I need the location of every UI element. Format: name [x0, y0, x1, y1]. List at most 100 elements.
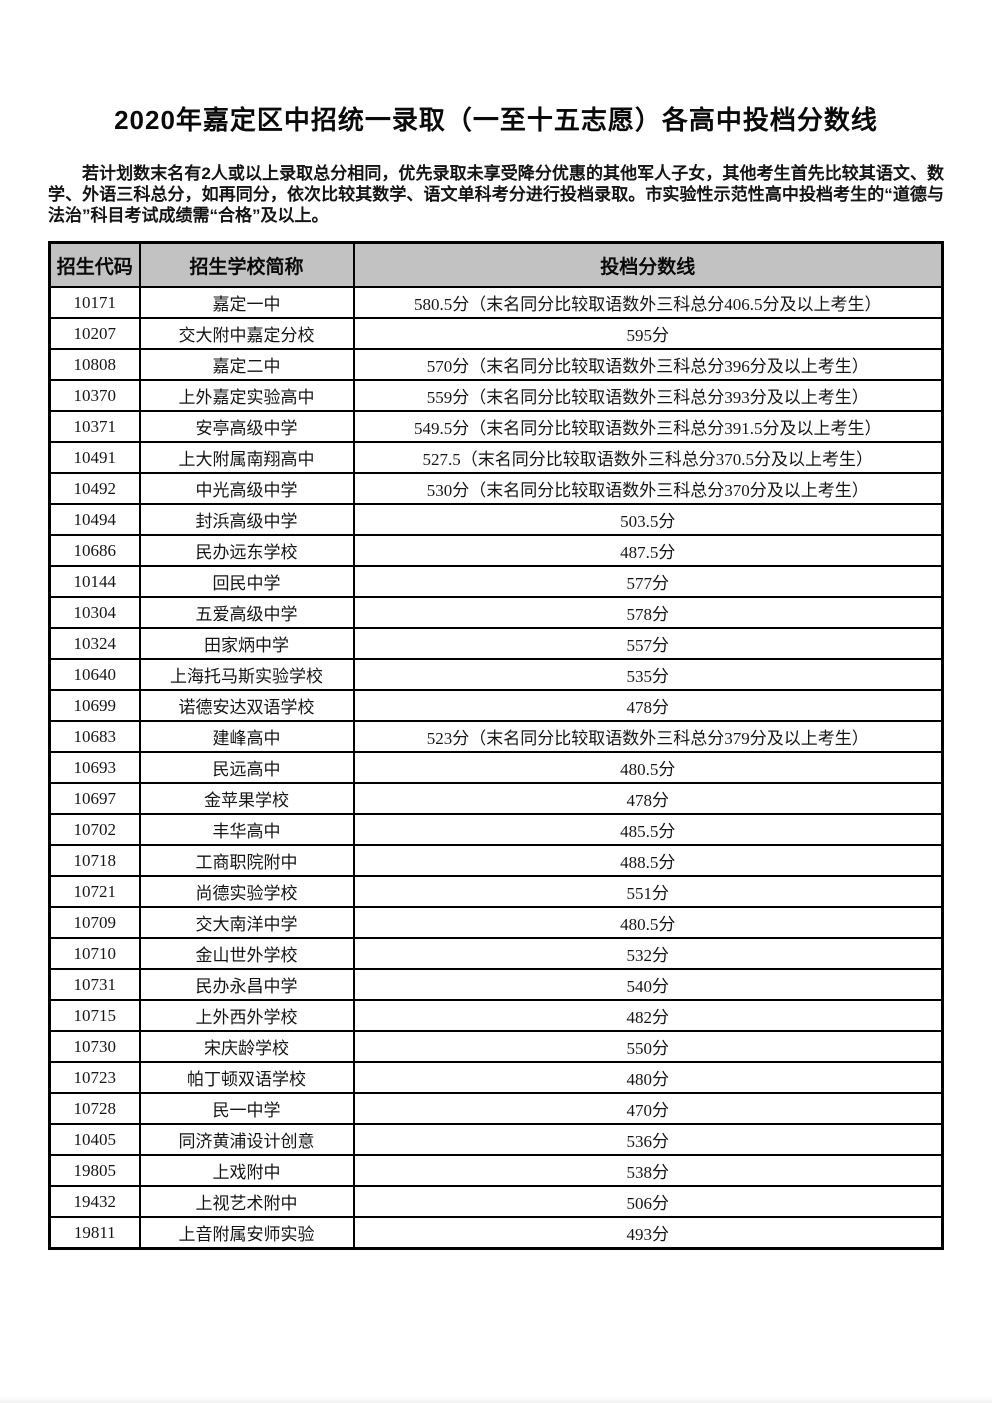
cell-score: 557分	[352, 627, 944, 660]
cell-score: 493分	[352, 1216, 944, 1250]
cell-code: 10699	[48, 689, 141, 722]
cell-code: 10718	[48, 844, 141, 877]
cell-code: 10683	[48, 720, 141, 753]
cell-score: 470分	[352, 1092, 944, 1125]
cell-code: 10171	[48, 286, 141, 319]
score-table: 招生代码 招生学校简称 投档分数线 10171 嘉定一中 580.5分（末名同分…	[48, 241, 944, 1250]
cell-score: 536分	[352, 1123, 944, 1156]
cell-score: 578分	[352, 596, 944, 629]
cell-score: 488.5分	[352, 844, 944, 877]
table-row: 10171 嘉定一中 580.5分（末名同分比较取语数外三科总分406.5分及以…	[48, 286, 944, 319]
cell-code: 10686	[48, 534, 141, 567]
cell-school: 交大南洋中学	[138, 906, 355, 939]
table-row: 10304 五爱高级中学 578分	[48, 596, 944, 629]
cell-school: 丰华高中	[138, 813, 355, 846]
cell-code: 19432	[48, 1185, 141, 1218]
cell-code: 10721	[48, 875, 141, 908]
table-row: 10721 尚德实验学校 551分	[48, 875, 944, 908]
cell-score: 482分	[352, 999, 944, 1032]
cell-score: 538分	[352, 1154, 944, 1187]
table-row: 10640 上海托马斯实验学校 535分	[48, 658, 944, 691]
cell-score: 485.5分	[352, 813, 944, 846]
table-row: 10494 封浜高级中学 503.5分	[48, 503, 944, 536]
cell-school: 金山世外学校	[138, 937, 355, 970]
cell-school: 五爱高级中学	[138, 596, 355, 629]
cell-school: 民远高中	[138, 751, 355, 784]
table-row: 10683 建峰高中 523分（末名同分比较取语数外三科总分379分及以上考生）	[48, 720, 944, 753]
table-row: 10693 民远高中 480.5分	[48, 751, 944, 784]
table-row: 10699 诺德安达双语学校 478分	[48, 689, 944, 722]
table-row: 19811 上音附属安师实验 493分	[48, 1216, 944, 1250]
cell-score: 487.5分	[352, 534, 944, 567]
cell-code: 10405	[48, 1123, 141, 1156]
cell-school: 上视艺术附中	[138, 1185, 355, 1218]
cell-score: 535分	[352, 658, 944, 691]
cell-code: 10370	[48, 379, 141, 412]
table-row: 10491 上大附属南翔高中 527.5（末名同分比较取语数外三科总分370.5…	[48, 441, 944, 474]
cell-score: 480.5分	[352, 906, 944, 939]
table-row: 10371 安亭高级中学 549.5分（末名同分比较取语数外三科总分391.5分…	[48, 410, 944, 443]
cell-score: 595分	[352, 317, 944, 350]
cell-school: 嘉定一中	[138, 286, 355, 319]
table-row: 10324 田家炳中学 557分	[48, 627, 944, 660]
table-row: 10702 丰华高中 485.5分	[48, 813, 944, 846]
cell-score: 478分	[352, 689, 944, 722]
cell-score: 577分	[352, 565, 944, 598]
cell-score: 478分	[352, 782, 944, 815]
cell-code: 10207	[48, 317, 141, 350]
cell-code: 10730	[48, 1030, 141, 1063]
table-row: 10405 同济黄浦设计创意 536分	[48, 1123, 944, 1156]
table-row: 10697 金苹果学校 478分	[48, 782, 944, 815]
cell-school: 宋庆龄学校	[138, 1030, 355, 1063]
cell-school: 上外嘉定实验高中	[138, 379, 355, 412]
cell-score: 480.5分	[352, 751, 944, 784]
cell-code: 10492	[48, 472, 141, 505]
cell-score: 506分	[352, 1185, 944, 1218]
cell-school: 民办永昌中学	[138, 968, 355, 1001]
cell-school: 建峰高中	[138, 720, 355, 753]
cell-code: 10697	[48, 782, 141, 815]
cell-school: 交大附中嘉定分校	[138, 317, 355, 350]
table-row: 19432 上视艺术附中 506分	[48, 1185, 944, 1218]
table-row: 10710 金山世外学校 532分	[48, 937, 944, 970]
cell-school: 尚德实验学校	[138, 875, 355, 908]
cell-score: 480分	[352, 1061, 944, 1094]
cell-code: 10731	[48, 968, 141, 1001]
table-row: 10207 交大附中嘉定分校 595分	[48, 317, 944, 350]
cell-school: 安亭高级中学	[138, 410, 355, 443]
cell-code: 10723	[48, 1061, 141, 1094]
cell-school: 封浜高级中学	[138, 503, 355, 536]
page-edge-shade	[0, 1396, 992, 1403]
table-row: 10370 上外嘉定实验高中 559分（末名同分比较取语数外三科总分393分及以…	[48, 379, 944, 412]
table-row: 10808 嘉定二中 570分（末名同分比较取语数外三科总分396分及以上考生）	[48, 348, 944, 381]
cell-school: 上大附属南翔高中	[138, 441, 355, 474]
cell-school: 田家炳中学	[138, 627, 355, 660]
cell-code: 10144	[48, 565, 141, 598]
cell-code: 10709	[48, 906, 141, 939]
cell-code: 10304	[48, 596, 141, 629]
table-row: 10715 上外西外学校 482分	[48, 999, 944, 1032]
page-title: 2020年嘉定区中招统一录取（一至十五志愿）各高中投档分数线	[114, 105, 878, 135]
table-row: 10144 回民中学 577分	[48, 565, 944, 598]
cell-code: 10491	[48, 441, 141, 474]
cell-school: 嘉定二中	[138, 348, 355, 381]
table-row: 10686 民办远东学校 487.5分	[48, 534, 944, 567]
cell-school: 帕丁顿双语学校	[138, 1061, 355, 1094]
notice-paragraph: 若计划数末名有2人或以上录取总分相同，优先录取未享受降分优惠的其他军人子女，其他…	[48, 164, 944, 225]
cell-score: 527.5（末名同分比较取语数外三科总分370.5分及以上考生）	[352, 441, 944, 474]
cell-school: 上海托马斯实验学校	[138, 658, 355, 691]
document-page: 2020年嘉定区中招统一录取（一至十五志愿）各高中投档分数线 若计划数末名有2人…	[48, 105, 944, 1250]
cell-score: 503.5分	[352, 503, 944, 536]
cell-score: 570分（末名同分比较取语数外三科总分396分及以上考生）	[352, 348, 944, 381]
table-row: 10709 交大南洋中学 480.5分	[48, 906, 944, 939]
cell-code: 10640	[48, 658, 141, 691]
header-cell-code: 招生代码	[48, 241, 141, 288]
cell-school: 民办远东学校	[138, 534, 355, 567]
table-row: 10492 中光高级中学 530分（末名同分比较取语数外三科总分370分及以上考…	[48, 472, 944, 505]
cell-score: 580.5分（末名同分比较取语数外三科总分406.5分及以上考生）	[352, 286, 944, 319]
cell-school: 同济黄浦设计创意	[138, 1123, 355, 1156]
cell-score: 540分	[352, 968, 944, 1001]
cell-code: 19811	[48, 1216, 141, 1250]
table-row: 10730 宋庆龄学校 550分	[48, 1030, 944, 1063]
score-table-head: 招生代码 招生学校简称 投档分数线	[48, 241, 944, 288]
